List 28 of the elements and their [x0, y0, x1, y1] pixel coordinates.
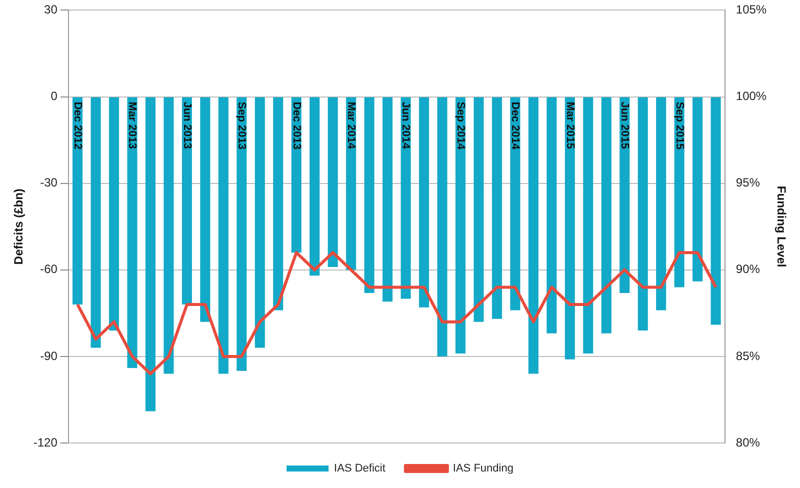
x-tick-label: Jun 2014: [400, 102, 412, 150]
legend-label: IAS Funding: [452, 462, 514, 475]
y2-tick-label: 95%: [736, 176, 760, 190]
x-tick-label: Mar 2014: [345, 102, 358, 150]
y-tick-label: -120: [33, 435, 58, 450]
x-tick-label: Mar 2013: [126, 102, 138, 149]
y2-tick-label: 80%: [736, 435, 760, 450]
x-tick-label: Dec 2012: [72, 102, 84, 150]
y-tick-label: 0: [50, 89, 58, 104]
y-tick-label: -60: [40, 262, 58, 276]
x-tick-label: Dec 2014: [509, 102, 522, 150]
x-tick-label: Sep 2015: [673, 102, 686, 150]
x-tick-label: Sep 2013: [236, 102, 248, 150]
y2-tick-label: 90%: [736, 262, 760, 276]
y2-tick-label: 85%: [736, 348, 760, 363]
y-tick-label: -30: [40, 176, 58, 190]
y2-tick-label: 100%: [736, 89, 767, 104]
x-tick-label: Jun 2015: [618, 102, 631, 149]
y2-tick-label: 105%: [736, 2, 767, 17]
y2-axis-title: Funding Level: [774, 186, 788, 268]
x-tick-label: Jun 2013: [180, 102, 193, 149]
y-tick-label: 30: [44, 2, 58, 17]
x-tick-label: Sep 2014: [454, 102, 466, 150]
x-tick-label: Mar 2015: [564, 102, 576, 149]
y-tick-label: -90: [40, 348, 58, 363]
legend-label: IAS Deficit: [334, 462, 386, 475]
x-tick-label: Dec 2013: [290, 102, 302, 150]
y-axis-title: Deficits (£bn): [12, 188, 26, 265]
